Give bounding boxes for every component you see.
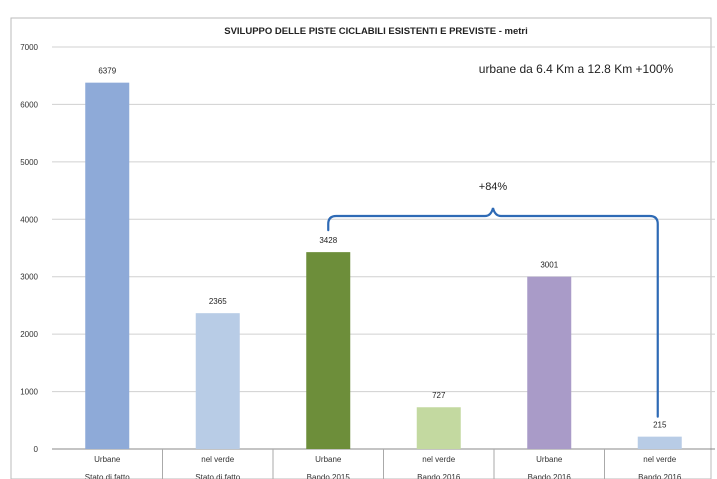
y-tick-label: 4000 — [20, 215, 38, 224]
x-tick-sublabel: Stato di fatto — [85, 473, 130, 479]
chart-title: SVILUPPO DELLE PISTE CICLABILI ESISTENTI… — [224, 26, 528, 37]
x-tick-sublabel: Stato di fatto — [195, 473, 240, 479]
x-tick-label: Urbane — [315, 455, 342, 464]
bracket-label: +84% — [479, 181, 508, 193]
data-label: 3001 — [540, 261, 558, 270]
x-tick-label: nel verde — [643, 455, 676, 464]
bar — [85, 82, 130, 449]
bar — [195, 313, 240, 449]
y-tick-label: 6000 — [20, 100, 38, 109]
bar — [637, 436, 682, 449]
y-tick-label: 7000 — [20, 43, 38, 52]
data-label: 6379 — [98, 67, 116, 76]
x-tick-label: Urbane — [536, 455, 563, 464]
bar — [416, 407, 461, 449]
chart-annotation: urbane da 6.4 Km a 12.8 Km +100% — [479, 62, 674, 76]
y-tick-label: 0 — [34, 445, 39, 454]
data-label: 3428 — [319, 236, 337, 245]
y-axis: 0 1000 2000 3000 4000 5000 6000 7000 — [20, 43, 38, 454]
y-tick-label: 5000 — [20, 158, 38, 167]
data-label: 727 — [432, 391, 446, 400]
data-label: 215 — [653, 421, 667, 430]
bar — [527, 276, 572, 449]
y-tick-label: 1000 — [20, 388, 38, 397]
x-axis: Urbane Stato di fatto nel verde Stato di fa… — [85, 449, 682, 479]
x-tick-sublabel: Bando 2016 — [638, 473, 682, 479]
x-tick-sublabel: Bando 2015 — [307, 473, 351, 479]
y-tick-label: 3000 — [20, 273, 38, 282]
x-tick-sublabel: Bando 2016 — [528, 473, 572, 479]
x-tick-label: Urbane — [94, 455, 121, 464]
x-tick-sublabel: Bando 2016 — [417, 473, 461, 479]
y-tick-label: 2000 — [20, 330, 38, 339]
data-labels: 6379 2365 3428 727 3001 215 — [98, 67, 667, 430]
data-label: 2365 — [209, 297, 227, 306]
bar — [306, 252, 351, 449]
bars — [85, 82, 682, 449]
bracket-line — [327, 207, 659, 418]
bracket: +84% — [327, 181, 659, 418]
x-tick-label: nel verde — [201, 455, 234, 464]
x-tick-label: nel verde — [422, 455, 455, 464]
